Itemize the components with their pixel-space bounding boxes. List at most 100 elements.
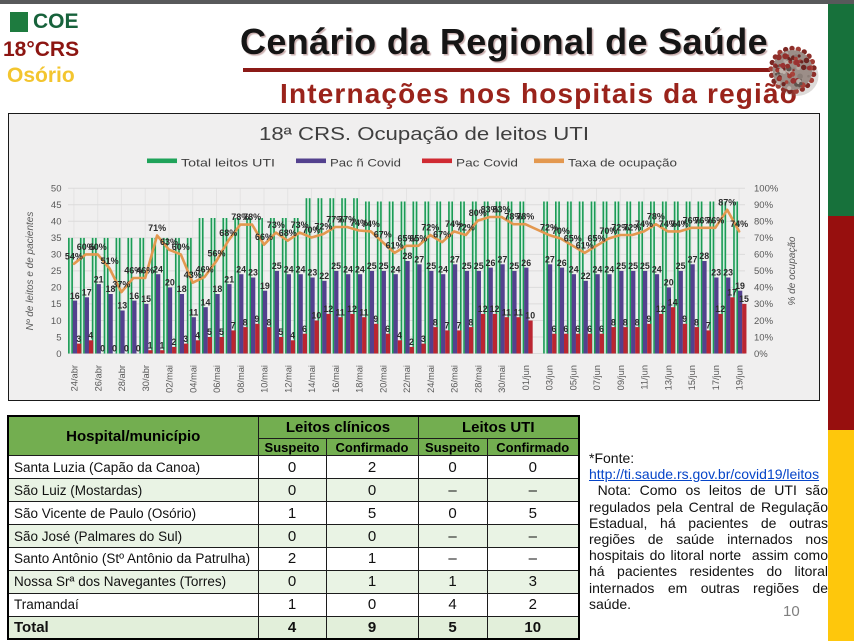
svg-text:8: 8 xyxy=(433,317,438,327)
svg-text:02/mai: 02/mai xyxy=(165,365,175,393)
svg-text:24: 24 xyxy=(569,264,579,274)
svg-text:70%: 70% xyxy=(302,225,320,235)
svg-text:0%: 0% xyxy=(754,349,768,360)
svg-text:73%: 73% xyxy=(291,220,309,230)
svg-text:6: 6 xyxy=(587,324,592,334)
svg-text:0: 0 xyxy=(56,349,61,360)
svg-text:65%: 65% xyxy=(409,233,427,243)
svg-text:46%: 46% xyxy=(196,264,214,274)
svg-text:6: 6 xyxy=(575,324,580,334)
svg-text:7: 7 xyxy=(445,321,450,331)
svg-text:8: 8 xyxy=(266,317,271,327)
svg-text:Total leitos UTI: Total leitos UTI xyxy=(181,157,275,169)
svg-text:11: 11 xyxy=(359,307,368,317)
svg-text:83%: 83% xyxy=(481,205,499,215)
svg-text:80%: 80% xyxy=(754,217,774,228)
svg-text:70%: 70% xyxy=(552,226,570,236)
svg-text:16: 16 xyxy=(129,291,139,301)
svg-text:37%: 37% xyxy=(112,280,130,290)
svg-text:19: 19 xyxy=(260,281,270,291)
svg-text:20: 20 xyxy=(664,278,674,288)
svg-text:50%: 50% xyxy=(754,266,774,277)
svg-text:20/mai: 20/mai xyxy=(378,365,388,393)
svg-text:77%: 77% xyxy=(326,215,344,225)
svg-text:5: 5 xyxy=(278,327,283,337)
svg-text:72%: 72% xyxy=(457,223,475,233)
svg-text:24: 24 xyxy=(355,264,365,274)
svg-text:35: 35 xyxy=(51,233,62,244)
svg-text:73%: 73% xyxy=(267,220,285,230)
svg-text:76%: 76% xyxy=(683,215,701,225)
svg-text:25: 25 xyxy=(616,261,626,271)
svg-text:60%: 60% xyxy=(172,242,190,252)
svg-text:60%: 60% xyxy=(754,250,774,261)
svg-text:27: 27 xyxy=(414,255,424,265)
svg-text:74%: 74% xyxy=(445,219,463,229)
svg-text:28: 28 xyxy=(403,251,413,261)
svg-text:67%: 67% xyxy=(374,230,392,240)
svg-text:70%: 70% xyxy=(754,233,774,244)
svg-text:1: 1 xyxy=(160,340,165,350)
svg-text:03/jun: 03/jun xyxy=(545,365,555,390)
svg-text:25: 25 xyxy=(272,261,282,271)
svg-text:23: 23 xyxy=(723,268,733,278)
svg-text:12: 12 xyxy=(490,304,500,314)
svg-text:19/jun: 19/jun xyxy=(735,365,745,390)
svg-text:10%: 10% xyxy=(754,332,774,343)
svg-text:2: 2 xyxy=(171,337,176,347)
svg-text:43%: 43% xyxy=(184,270,202,280)
svg-text:74%: 74% xyxy=(362,219,380,229)
svg-text:24/abr: 24/abr xyxy=(70,365,80,391)
svg-text:25: 25 xyxy=(426,261,436,271)
svg-text:100%: 100% xyxy=(754,184,779,195)
svg-text:9: 9 xyxy=(646,314,651,324)
svg-text:24: 24 xyxy=(593,264,603,274)
svg-text:14: 14 xyxy=(668,297,678,307)
svg-text:25: 25 xyxy=(462,261,472,271)
svg-text:8: 8 xyxy=(243,317,248,327)
svg-text:25: 25 xyxy=(640,261,650,271)
svg-text:21: 21 xyxy=(94,274,104,284)
svg-text:40%: 40% xyxy=(754,283,774,294)
svg-text:51%: 51% xyxy=(101,256,119,266)
svg-text:24: 24 xyxy=(153,264,163,274)
svg-text:01/jun: 01/jun xyxy=(521,365,531,390)
svg-text:9: 9 xyxy=(682,314,687,324)
svg-text:27: 27 xyxy=(545,255,555,265)
svg-text:5: 5 xyxy=(56,332,61,343)
svg-text:0: 0 xyxy=(136,344,141,354)
svg-text:3: 3 xyxy=(76,334,81,344)
svg-text:4: 4 xyxy=(290,331,295,341)
svg-text:0: 0 xyxy=(112,344,117,354)
svg-text:24/mai: 24/mai xyxy=(426,365,436,393)
svg-text:28/mai: 28/mai xyxy=(473,365,483,393)
svg-text:67%: 67% xyxy=(433,230,451,240)
svg-text:50: 50 xyxy=(51,184,62,195)
svg-text:26: 26 xyxy=(486,258,496,268)
svg-text:78%: 78% xyxy=(647,212,665,222)
svg-text:1: 1 xyxy=(148,340,153,350)
svg-text:78%: 78% xyxy=(504,212,522,222)
svg-text:66%: 66% xyxy=(255,232,273,242)
svg-text:18/mai: 18/mai xyxy=(355,365,365,393)
svg-text:74%: 74% xyxy=(659,219,677,229)
svg-text:13: 13 xyxy=(117,301,127,311)
svg-text:77%: 77% xyxy=(338,215,356,225)
svg-text:24: 24 xyxy=(236,264,246,274)
svg-text:23: 23 xyxy=(711,268,721,278)
svg-text:15: 15 xyxy=(51,299,62,310)
svg-text:12: 12 xyxy=(715,304,725,314)
svg-text:7: 7 xyxy=(706,321,711,331)
svg-text:0: 0 xyxy=(100,344,105,354)
svg-text:46%: 46% xyxy=(124,266,142,276)
svg-text:7: 7 xyxy=(456,321,461,331)
svg-text:65%: 65% xyxy=(564,233,582,243)
svg-text:56%: 56% xyxy=(207,248,225,258)
svg-text:11: 11 xyxy=(335,307,344,317)
svg-text:18: 18 xyxy=(213,284,223,294)
svg-text:23: 23 xyxy=(308,268,318,278)
svg-text:9: 9 xyxy=(255,314,260,324)
svg-text:24: 24 xyxy=(438,264,448,274)
svg-text:12/mai: 12/mai xyxy=(283,365,293,393)
svg-text:63%: 63% xyxy=(160,237,178,247)
